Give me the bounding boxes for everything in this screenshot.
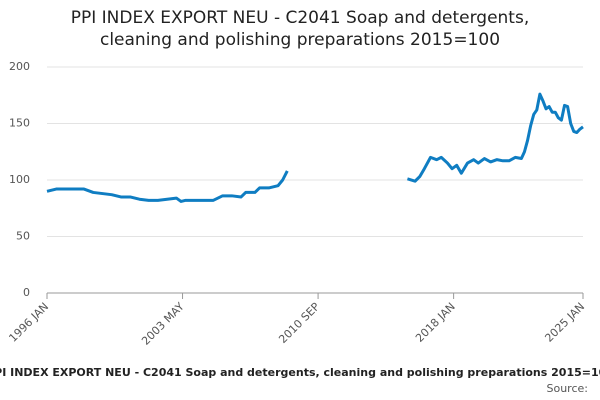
y-tick-label: 150 [9,117,30,130]
x-tick-label: 1996 JAN [6,300,51,345]
y-tick-label: 0 [23,286,30,299]
x-tick-label: 2025 JAN [542,300,587,345]
x-tick-label: 2018 JAN [413,300,458,345]
y-tick-label: 200 [9,60,30,73]
x-tick-label: 2003 MAY [139,300,187,348]
x-tick-label: 2010 SEP [276,300,322,346]
chart-title: PPI INDEX EXPORT NEU - C2041 Soap and de… [71,8,530,28]
footer-title: PPI INDEX EXPORT NEU - C2041 Soap and de… [0,366,600,379]
chart-title: cleaning and polishing preparations 2015… [100,30,500,50]
y-tick-label: 100 [9,173,30,186]
y-tick-label: 50 [16,230,30,243]
source: Source: [547,382,589,395]
data-line [46,92,584,203]
